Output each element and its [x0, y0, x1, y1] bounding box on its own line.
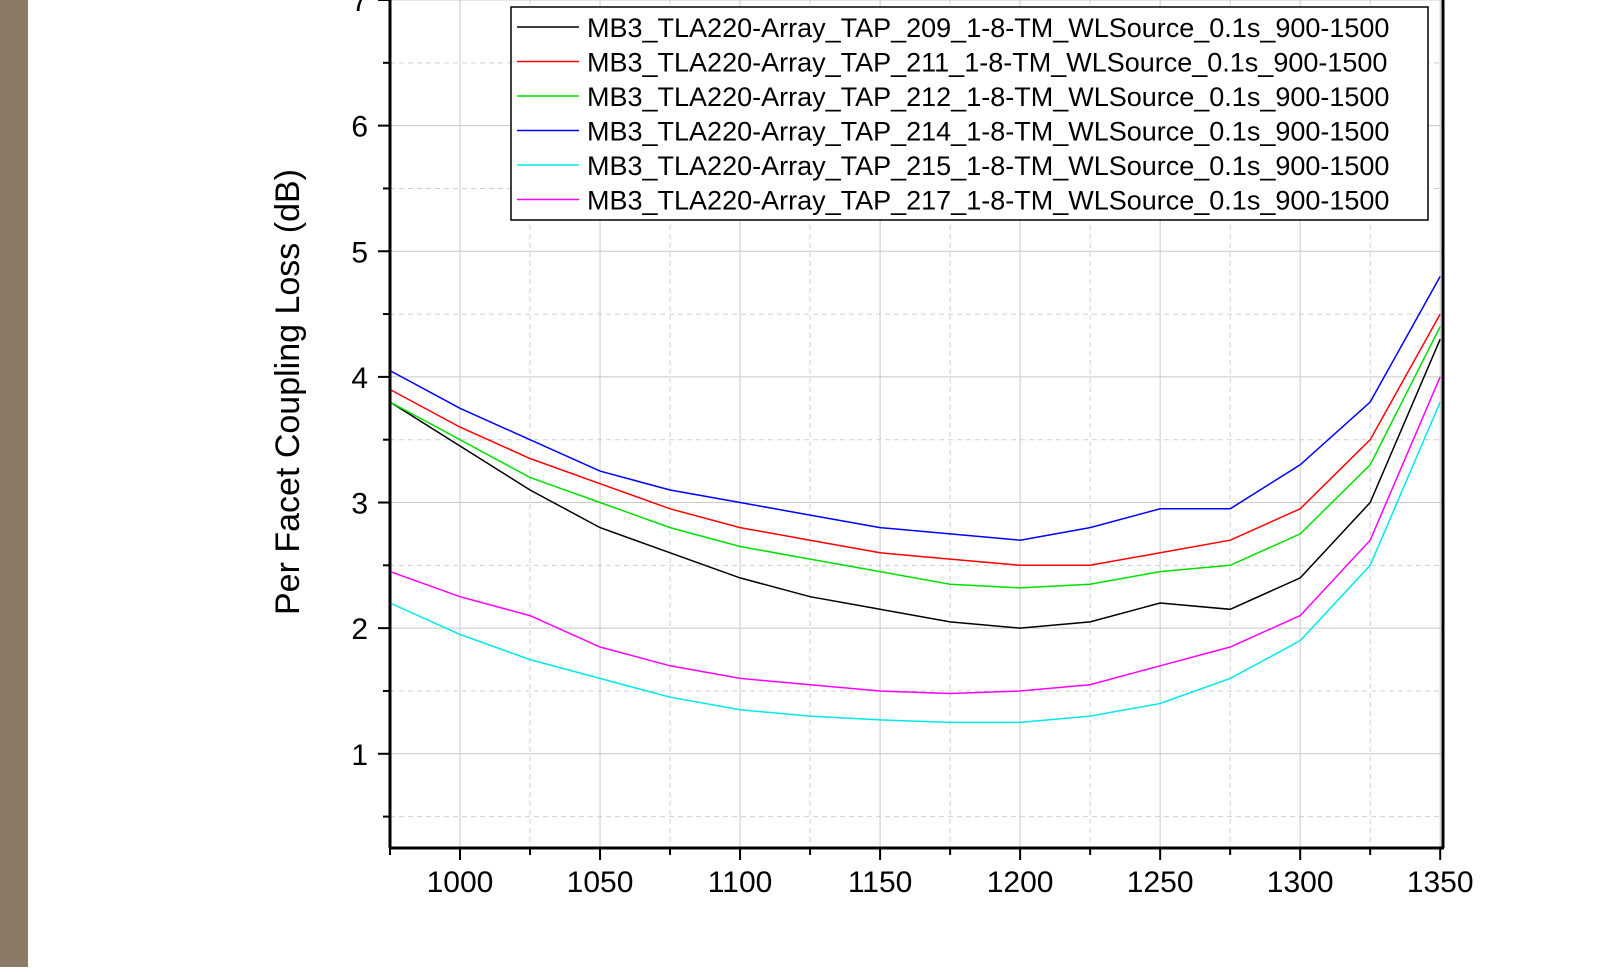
y-tick-label: 1 [351, 739, 368, 772]
x-tick-label: 1000 [427, 866, 494, 899]
y-tick-label: 4 [351, 362, 368, 395]
series-line [389, 376, 1441, 695]
legend-label: MB3_TLA220-Array_TAP_212_1-8-TM_WLSource… [587, 82, 1389, 112]
x-tick-label: 1250 [1127, 866, 1194, 899]
series-line [389, 338, 1441, 629]
x-tick-label: 1350 [1407, 866, 1474, 899]
y-tick-label: 2 [351, 613, 368, 646]
y-tick-label: 3 [351, 488, 368, 521]
y-tick-label: 6 [351, 111, 368, 144]
background-photo [0, 0, 28, 967]
series-line [389, 276, 1441, 541]
legend-label: MB3_TLA220-Array_TAP_209_1-8-TM_WLSource… [587, 13, 1389, 43]
x-tick-label: 1100 [708, 866, 773, 899]
legend-label: MB3_TLA220-Array_TAP_217_1-8-TM_WLSource… [587, 186, 1389, 216]
legend-label: MB3_TLA220-Array_TAP_211_1-8-TM_WLSource… [587, 48, 1387, 78]
legend-label: MB3_TLA220-Array_TAP_214_1-8-TM_WLSource… [587, 117, 1389, 147]
x-tick-label: 1300 [1267, 866, 1334, 899]
x-tick-label: 1150 [848, 866, 913, 899]
x-tick-label: 1050 [567, 866, 634, 899]
series-line [389, 326, 1441, 589]
legend-box [510, 6, 1429, 221]
y-axis-label: Per Facet Coupling Loss (dB) [269, 169, 307, 615]
legend-label: MB3_TLA220-Array_TAP_215_1-8-TM_WLSource… [587, 151, 1389, 181]
series-line [389, 401, 1441, 724]
x-tick-label: 1200 [987, 866, 1054, 899]
series-line [389, 313, 1441, 567]
y-tick-label: 7 [351, 0, 368, 18]
y-tick-label: 5 [351, 236, 368, 269]
